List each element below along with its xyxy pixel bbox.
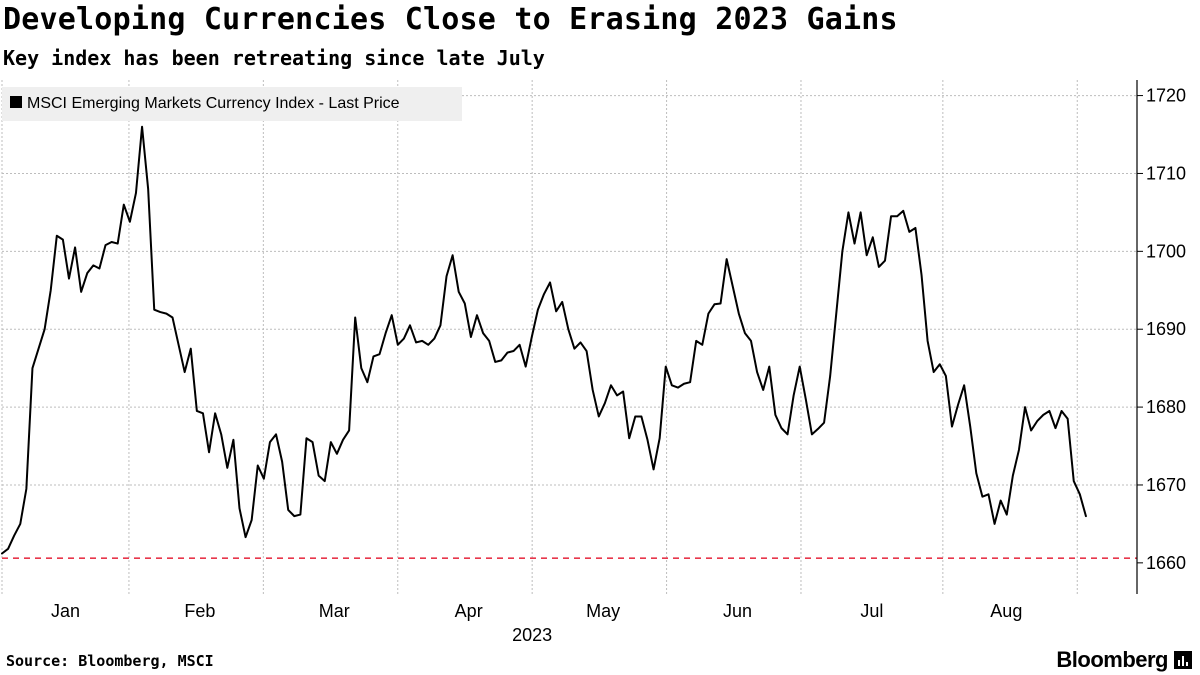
y-tick-label: 1720 [1146, 86, 1186, 106]
series-line [1, 125, 1087, 555]
axis-layer: 1660 1670 1680 1690 1700 1710 1720 Jan Feb Mar Apr… [51, 80, 1186, 645]
y-tick-label: 1670 [1146, 475, 1186, 495]
source-note: Source: Bloomberg, MSCI [6, 652, 214, 670]
x-tick-label: Jan [51, 601, 80, 621]
y-tick-label: 1680 [1146, 397, 1186, 417]
x-tick-label: Aug [990, 601, 1022, 621]
legend: MSCI Emerging Markets Currency Index - L… [2, 87, 462, 121]
y-tick-label: 1690 [1146, 319, 1186, 339]
x-axis-label: 2023 [512, 625, 552, 645]
brand-logo: Bloomberg [1056, 647, 1192, 673]
chart-subtitle: Key index has been retreating since late… [3, 46, 545, 70]
y-tick-label: 1710 [1146, 163, 1186, 183]
x-tick-label: Apr [455, 601, 483, 621]
brand-wordmark: Bloomberg [1056, 647, 1168, 672]
x-tick-label: Mar [319, 601, 350, 621]
x-tick-label: Feb [184, 601, 215, 621]
x-tick-label: May [586, 601, 620, 621]
y-tick-label: 1700 [1146, 241, 1186, 261]
grid-layer [1, 80, 1137, 594]
legend-swatch [10, 96, 22, 108]
x-tick-label: Jul [860, 601, 883, 621]
bloomberg-terminal-icon [1174, 651, 1192, 669]
series-layer [1, 125, 1087, 555]
x-tick-label: Jun [723, 601, 752, 621]
legend-label: MSCI Emerging Markets Currency Index - L… [27, 95, 400, 112]
chart-title: Developing Currencies Close to Erasing 2… [3, 2, 898, 37]
y-tick-label: 1660 [1146, 553, 1186, 573]
legend-background [2, 87, 462, 121]
